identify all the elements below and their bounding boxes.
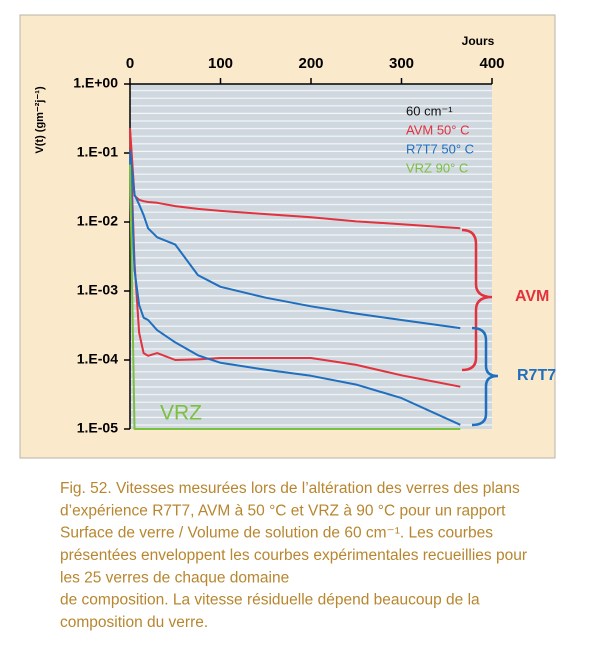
- y-tick-label: 1.E-05: [77, 420, 118, 436]
- x-tick-label: 400: [479, 55, 504, 72]
- x-tick-label: 300: [389, 55, 414, 72]
- plot-area: [130, 84, 492, 429]
- r7t7-brace: [471, 326, 499, 427]
- caption: Fig. 52. Vitesses mesurées lors de l’alt…: [60, 480, 527, 631]
- y-tick-label: 1.E-01: [77, 144, 118, 160]
- caption-line: d’expérience R7T7, AVM à 50 °C et VRZ à …: [60, 502, 506, 519]
- legend-title: 60 cm⁻¹: [406, 103, 453, 118]
- caption-line: de composition. La vitesse résiduelle dé…: [60, 592, 480, 609]
- series-line: [129, 149, 461, 330]
- annotation: R7T7: [517, 367, 556, 384]
- legend-label: VRZ 90° C: [406, 160, 468, 175]
- avm-brace: [461, 228, 493, 372]
- caption-line: Surface de verre / Volume de solution de…: [60, 525, 493, 542]
- legend-label: R7T7 50° C: [406, 141, 474, 156]
- legend-label: AVM 50° C: [406, 122, 469, 137]
- y-tick-label: 1.E-02: [77, 213, 118, 229]
- series-line: [129, 164, 461, 430]
- x-tick-label: 200: [298, 55, 323, 72]
- x-axis-label: Jours: [462, 34, 495, 48]
- y-tick-label: 1.E-03: [77, 282, 118, 298]
- annotation: AVM: [515, 288, 549, 305]
- y-tick-label: 1.E+00: [73, 75, 118, 91]
- x-tick-label: 100: [208, 55, 233, 72]
- caption-line: présentées enveloppent les courbes expér…: [60, 547, 527, 564]
- y-tick-label: 1.E-04: [77, 351, 118, 367]
- caption-line: Fig. 52. Vitesses mesurées lors de l’alt…: [60, 480, 520, 497]
- caption-line: composition du verre.: [60, 614, 208, 631]
- caption-line: les 25 verres de chaque domaine: [60, 569, 289, 586]
- y-axis-label: V(t) (gm⁻²j⁻¹): [34, 86, 46, 154]
- annotation: VRZ: [160, 402, 202, 425]
- series-line: [129, 130, 461, 388]
- x-tick-label: 0: [126, 55, 134, 72]
- series-line: [129, 155, 461, 426]
- series-line: [129, 127, 461, 230]
